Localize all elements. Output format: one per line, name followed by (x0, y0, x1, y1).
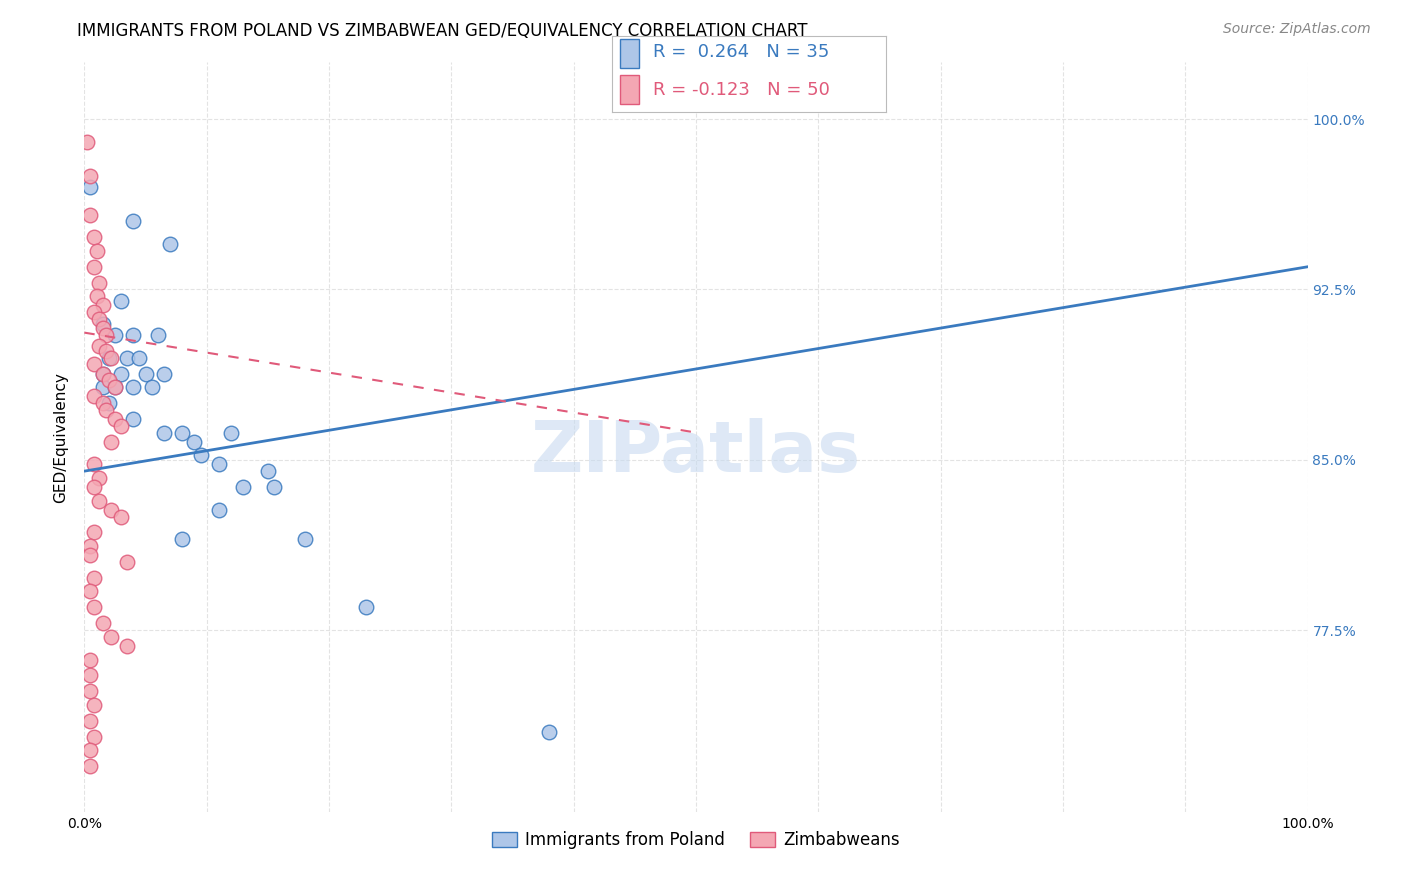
Point (110, 509, 132, 524)
Point (100, 351, 122, 365)
Legend: Immigrants from Poland, Zimbabweans: Immigrants from Poland, Zimbabweans (485, 824, 907, 855)
Point (263, 480, 285, 494)
Point (97, 373, 120, 387)
Point (97, 396, 120, 410)
Point (79, 208, 101, 222)
Point (110, 418, 132, 433)
Point (257, 464, 280, 478)
Point (91, 367, 114, 381)
Point (91, 321, 114, 335)
Y-axis label: GED/Equivalency: GED/Equivalency (53, 372, 69, 502)
Point (110, 293, 132, 308)
Point (208, 458, 231, 472)
Point (183, 434, 205, 449)
Point (79, 743, 101, 757)
Point (128, 351, 150, 365)
Bar (620, 75, 640, 104)
Point (83, 698, 105, 712)
Point (100, 434, 122, 449)
Point (100, 630, 122, 644)
Point (87, 471, 110, 485)
Point (83, 230, 105, 244)
Point (79, 652, 101, 666)
Point (79, 759, 101, 773)
Point (91, 317, 114, 331)
Point (135, 367, 157, 381)
Point (115, 555, 138, 569)
Point (104, 412, 127, 426)
Point (76, 135, 98, 149)
Point (79, 684, 101, 698)
Point (122, 380, 145, 394)
Point (115, 351, 138, 365)
Point (172, 533, 194, 547)
Point (172, 425, 194, 440)
Point (83, 480, 105, 494)
Point (141, 380, 163, 394)
Point (232, 480, 254, 494)
Point (122, 412, 145, 426)
Text: Source: ZipAtlas.com: Source: ZipAtlas.com (1223, 22, 1371, 37)
Point (159, 237, 181, 252)
Point (79, 169, 101, 183)
Point (104, 380, 127, 394)
Point (79, 539, 101, 553)
Point (83, 730, 105, 744)
Point (115, 639, 138, 653)
Point (153, 367, 176, 381)
Point (79, 714, 101, 728)
Point (83, 571, 105, 585)
Point (219, 425, 242, 440)
Point (91, 380, 114, 394)
Point (79, 668, 101, 682)
Point (83, 600, 105, 615)
Point (86, 289, 108, 303)
Point (87, 339, 110, 353)
Text: ZIPatlas: ZIPatlas (531, 417, 860, 486)
Point (83, 260, 105, 274)
Point (190, 448, 212, 462)
Point (110, 367, 132, 381)
Point (87, 312, 110, 326)
Point (83, 389, 105, 403)
Point (91, 298, 114, 312)
Point (100, 502, 122, 516)
Point (79, 180, 101, 194)
Point (208, 502, 231, 516)
Point (86, 244, 108, 258)
Point (146, 327, 169, 342)
Point (538, 725, 561, 739)
Point (79, 584, 101, 599)
Point (79, 548, 101, 562)
Bar (620, 38, 640, 68)
Point (97, 351, 120, 365)
Point (122, 214, 145, 228)
Point (122, 327, 145, 342)
Text: R =  0.264   N = 35: R = 0.264 N = 35 (652, 44, 830, 62)
Point (104, 327, 127, 342)
Point (83, 305, 105, 319)
Point (87, 276, 110, 290)
Point (83, 458, 105, 472)
Point (91, 367, 114, 381)
Point (91, 396, 114, 410)
Text: R = -0.123   N = 50: R = -0.123 N = 50 (652, 81, 830, 99)
Point (96, 402, 118, 417)
Text: IMMIGRANTS FROM POLAND VS ZIMBABWEAN GED/EQUIVALENCY CORRELATION CHART: IMMIGRANTS FROM POLAND VS ZIMBABWEAN GED… (77, 22, 808, 40)
Point (96, 327, 118, 342)
Point (294, 533, 316, 547)
Point (153, 425, 176, 440)
Point (87, 493, 110, 508)
Point (96, 343, 118, 358)
Point (91, 616, 114, 631)
Point (83, 358, 105, 372)
Point (83, 525, 105, 540)
Point (354, 600, 377, 615)
Point (104, 380, 127, 394)
